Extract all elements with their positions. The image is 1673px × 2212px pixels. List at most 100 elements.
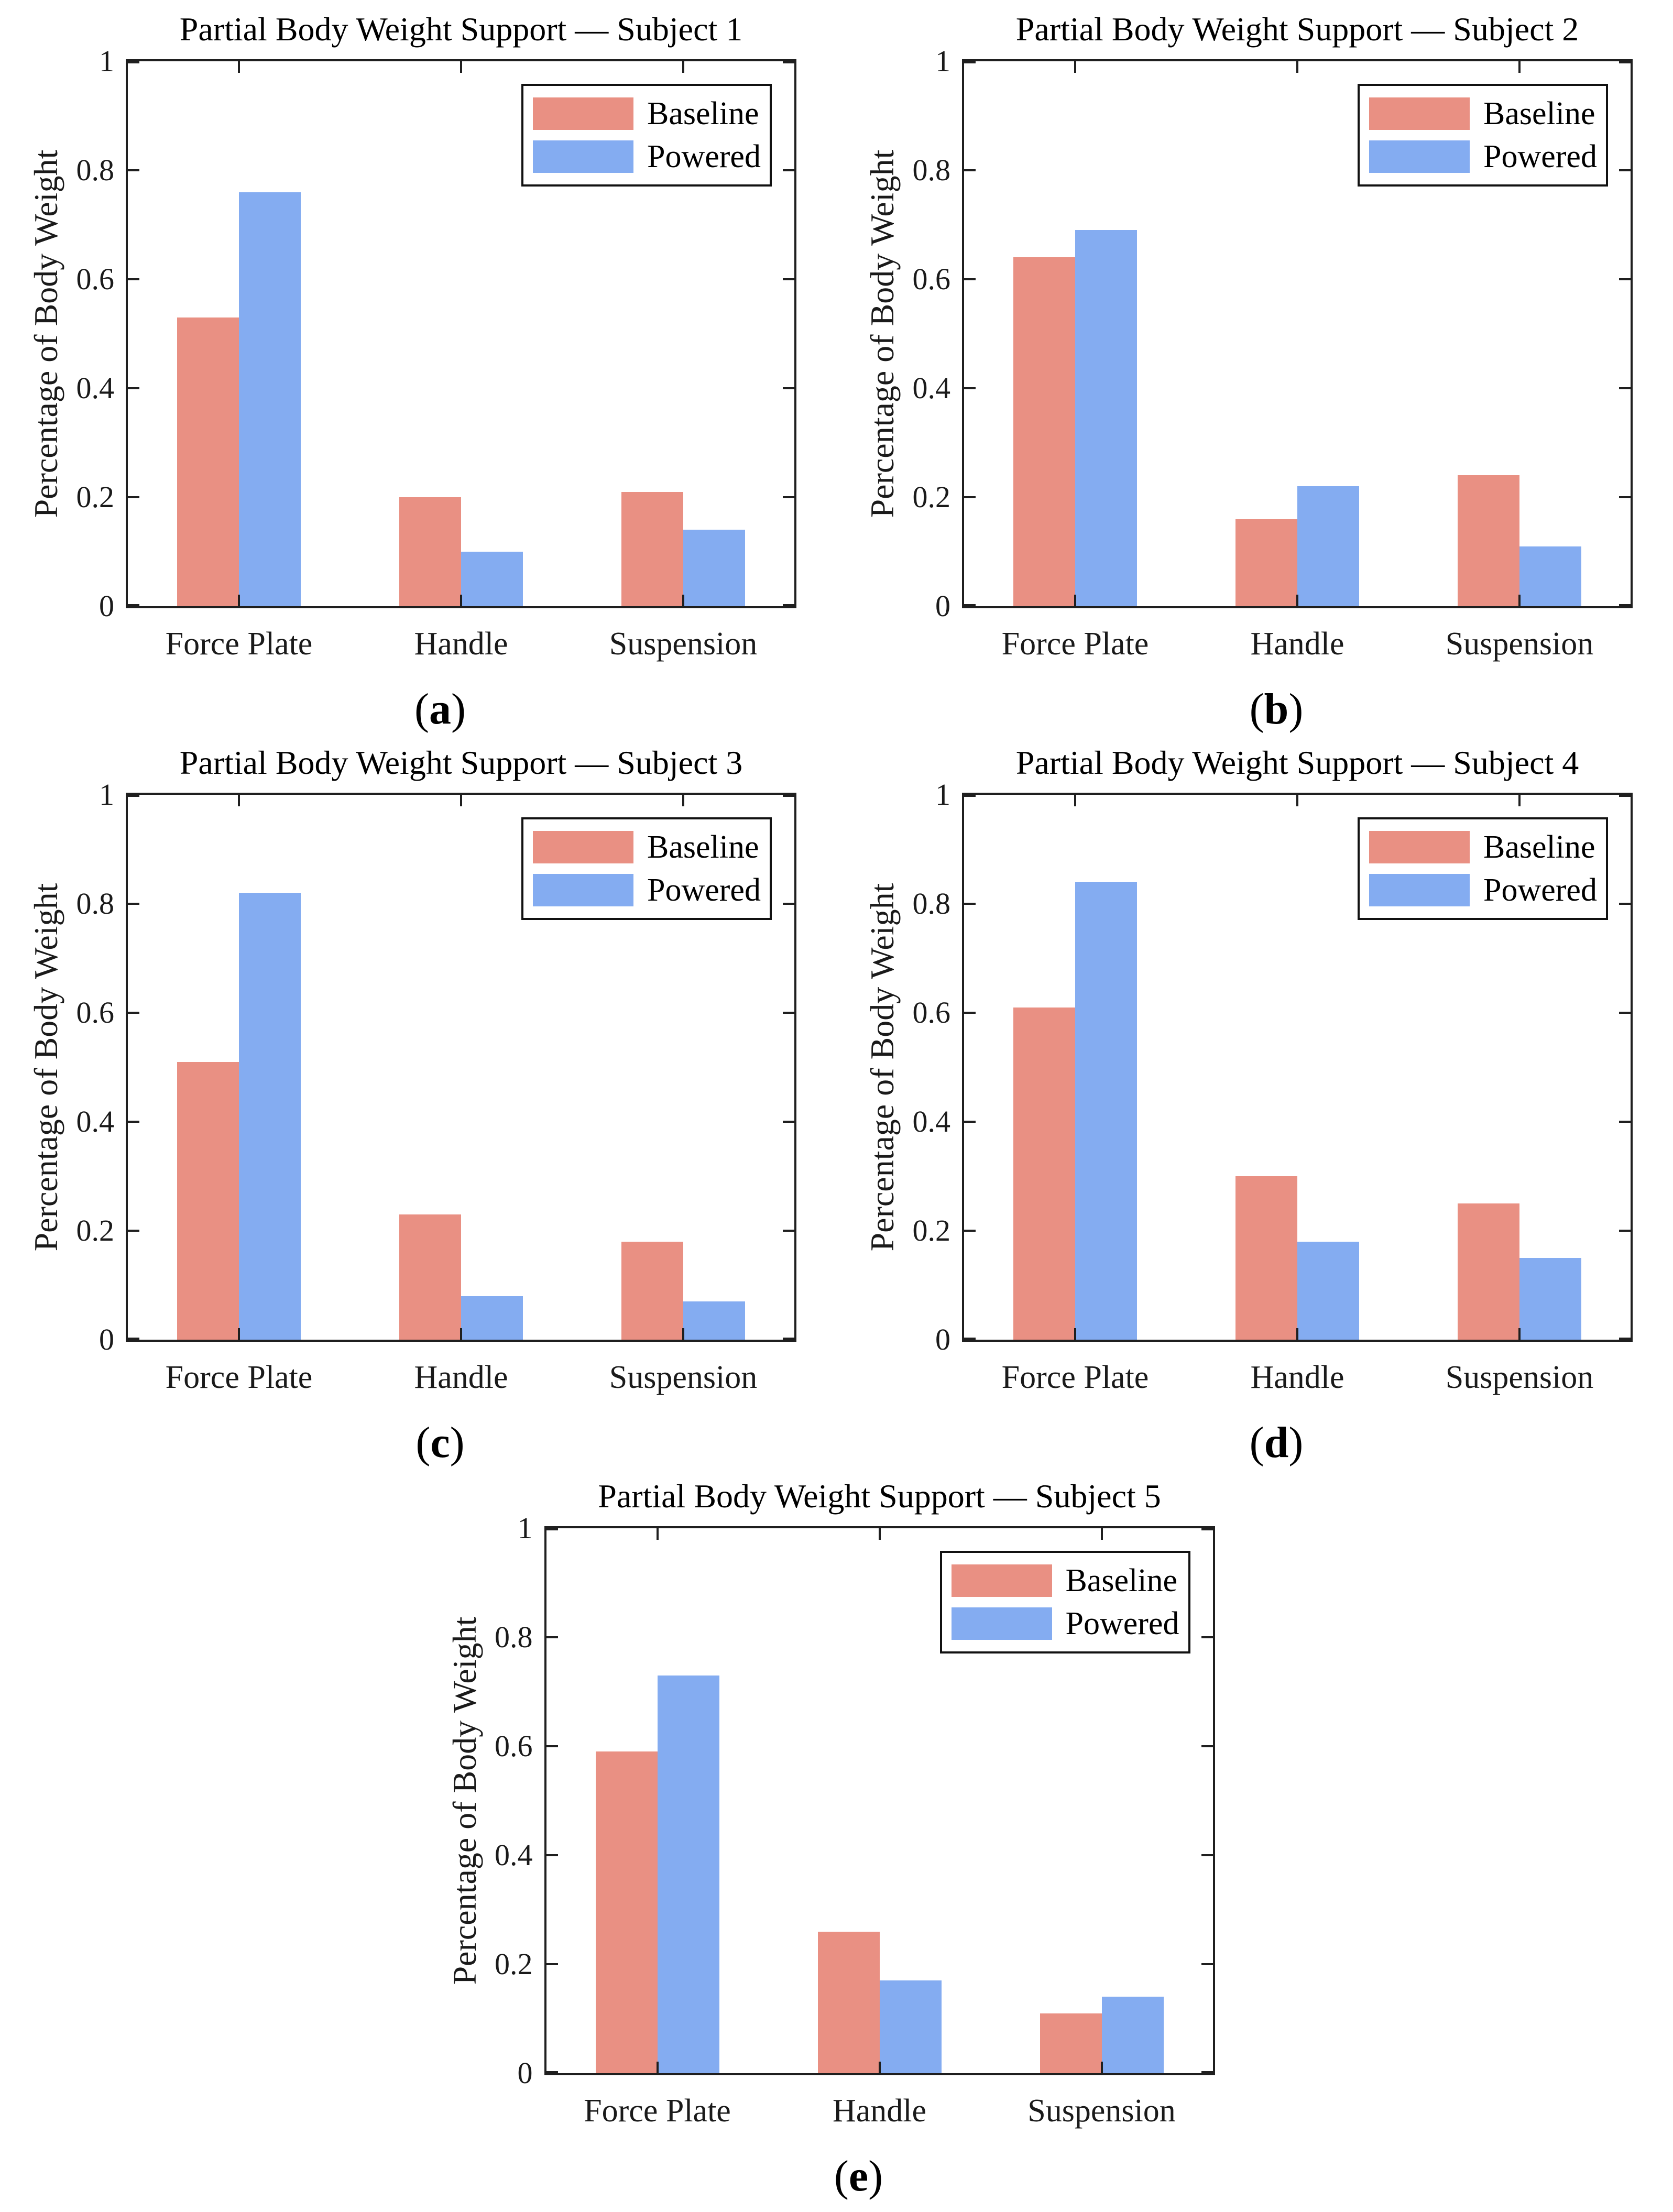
y-tick-label: 0.2 <box>76 480 115 514</box>
y-tick-mark <box>128 1230 139 1232</box>
x-tick-label: Handle <box>1250 626 1344 662</box>
x-tick-mark <box>682 595 684 606</box>
y-tick-mark <box>783 387 794 389</box>
bar-powered-handle <box>879 1980 942 2073</box>
y-tick-mark <box>128 1338 139 1340</box>
y-tick-mark <box>1201 1745 1213 1747</box>
y-tick-mark <box>128 169 139 171</box>
legend-label: Baseline <box>1483 829 1595 865</box>
x-tick-label: Handle <box>414 626 508 662</box>
bar-powered-force-plate <box>1075 882 1137 1340</box>
x-tick-mark <box>1296 795 1298 806</box>
y-tick-mark <box>1619 1338 1631 1340</box>
y-tick-mark <box>783 278 794 280</box>
y-tick-label: 0.4 <box>76 1104 115 1138</box>
x-tick-label: Handle <box>414 1360 508 1395</box>
caption-paren-close: ) <box>450 1418 465 1467</box>
x-tick-label: Force Plate <box>584 2093 731 2129</box>
x-tick-mark <box>460 595 462 606</box>
figure-row: Partial Body Weight Support — Subject 5 … <box>0 1467 1673 2210</box>
y-tick-label: 0.2 <box>912 1213 951 1247</box>
legend-entry: Powered <box>533 873 770 907</box>
y-tick-label: 0 <box>99 589 114 623</box>
legend-entry: Baseline <box>533 96 770 131</box>
caption-letter: d <box>1264 1418 1289 1467</box>
y-tick-mark <box>964 1230 976 1232</box>
chart-title: Partial Body Weight Support — Subject 5 <box>598 1477 1161 1515</box>
legend-swatch-powered <box>533 140 633 173</box>
bar-powered-suspension <box>1519 1258 1581 1340</box>
legend-label: Powered <box>647 139 761 174</box>
caption-paren-close: ) <box>451 685 466 733</box>
x-tick-label: Handle <box>1250 1360 1344 1395</box>
x-tick-mark <box>1296 61 1298 73</box>
bar-baseline-handle <box>399 1214 461 1340</box>
bar-baseline-suspension <box>621 1242 683 1340</box>
y-axis-label: Percentage of Body Weight <box>445 1616 483 1985</box>
y-tick-label: 0.2 <box>912 480 951 514</box>
bar-baseline-force-plate <box>1013 257 1075 606</box>
x-tick-mark <box>460 61 462 73</box>
x-tick-mark <box>238 595 240 606</box>
bar-powered-force-plate <box>1075 230 1137 606</box>
y-tick-mark <box>783 1338 794 1340</box>
bar-powered-handle <box>461 552 523 606</box>
panel-caption: (a) <box>22 684 858 735</box>
y-tick-label: 0.8 <box>76 153 115 187</box>
legend-entry: Baseline <box>533 830 770 864</box>
x-tick-label: Suspension <box>609 626 758 662</box>
y-tick-mark <box>1619 387 1631 389</box>
y-tick-mark <box>783 61 794 63</box>
chart-panel: Partial Body Weight Support — Subject 2 … <box>836 0 1672 733</box>
caption-paren-open: ( <box>415 1418 431 1467</box>
y-tick-label: 0.4 <box>495 1838 533 1872</box>
x-tick-mark <box>656 2062 659 2073</box>
x-tick-mark <box>1074 1328 1076 1340</box>
y-tick-mark <box>1201 1963 1213 1965</box>
legend-entry: Powered <box>951 1606 1188 1641</box>
chart-panel: Partial Body Weight Support — Subject 1 … <box>0 0 836 733</box>
legend-swatch-baseline <box>1369 97 1470 130</box>
x-tick-mark <box>1074 61 1076 73</box>
x-tick-mark <box>682 795 684 806</box>
y-tick-mark <box>546 1963 558 1965</box>
panel-caption: (e) <box>441 2151 1277 2202</box>
bar-baseline-force-plate <box>595 1751 658 2073</box>
x-tick-mark <box>1100 1528 1103 1540</box>
x-tick-label: Suspension <box>609 1360 758 1395</box>
y-tick-mark <box>783 903 794 905</box>
x-tick-label: Force Plate <box>165 626 313 662</box>
x-tick-mark <box>238 795 240 806</box>
y-tick-mark <box>783 1121 794 1123</box>
x-tick-mark <box>878 1528 881 1540</box>
y-tick-mark <box>128 278 139 280</box>
y-tick-mark <box>964 1121 976 1123</box>
legend-swatch-powered <box>533 874 633 906</box>
x-tick-mark <box>460 795 462 806</box>
caption-paren-open: ( <box>1249 1418 1264 1467</box>
figure-row: Partial Body Weight Support — Subject 1 … <box>0 0 1673 733</box>
bar-powered-suspension <box>683 530 745 606</box>
chart-title: Partial Body Weight Support — Subject 3 <box>179 744 743 781</box>
bar-powered-handle <box>461 1296 523 1340</box>
bar-baseline-suspension <box>1458 1203 1519 1340</box>
chart-panel: Partial Body Weight Support — Subject 5 … <box>419 1467 1255 2210</box>
y-tick-label: 1 <box>935 44 950 78</box>
y-axis-label: Percentage of Body Weight <box>27 149 64 518</box>
x-tick-mark <box>1518 61 1521 73</box>
caption-paren-close: ) <box>1288 685 1304 733</box>
y-tick-label: 1 <box>99 778 114 812</box>
bar-baseline-suspension <box>1458 475 1519 606</box>
x-tick-mark <box>682 61 684 73</box>
x-tick-mark <box>1518 595 1521 606</box>
y-axis-label: Percentage of Body Weight <box>863 149 901 518</box>
x-tick-mark <box>878 2062 881 2073</box>
bar-baseline-force-plate <box>177 1062 239 1340</box>
y-tick-mark <box>1619 169 1631 171</box>
x-tick-mark <box>656 1528 659 1540</box>
legend: Baseline Powered <box>521 84 772 187</box>
y-tick-label: 1 <box>935 778 950 812</box>
legend-label: Baseline <box>1065 1563 1178 1598</box>
y-tick-label: 0.6 <box>495 1729 533 1763</box>
y-tick-mark <box>783 795 794 797</box>
